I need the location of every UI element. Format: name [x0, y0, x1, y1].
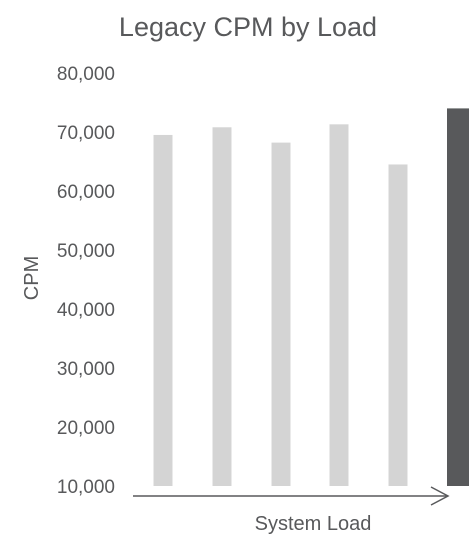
bar	[389, 164, 408, 486]
y-tick-labels: 10,000 20,000 30,000 40,000 50,000 60,000 70,0…	[57, 64, 115, 498]
y-axis-label: CPM	[21, 256, 43, 300]
chart-title: Legacy CPM by Load	[119, 12, 377, 42]
bar	[213, 127, 232, 486]
y-tick-label: 80,000	[57, 64, 115, 85]
bar	[330, 124, 349, 486]
highlight-bar	[447, 108, 469, 486]
bars	[154, 108, 469, 486]
y-tick-label: 10,000	[57, 477, 115, 498]
y-tick-label: 60,000	[57, 182, 115, 203]
y-tick-label: 50,000	[57, 241, 115, 262]
bar	[154, 135, 173, 486]
x-axis-label: System Load	[255, 513, 372, 535]
y-tick-label: 20,000	[57, 418, 115, 439]
y-tick-label: 40,000	[57, 300, 115, 321]
y-tick-label: 70,000	[57, 123, 115, 144]
bar	[272, 143, 291, 486]
y-tick-label: 30,000	[57, 359, 115, 380]
